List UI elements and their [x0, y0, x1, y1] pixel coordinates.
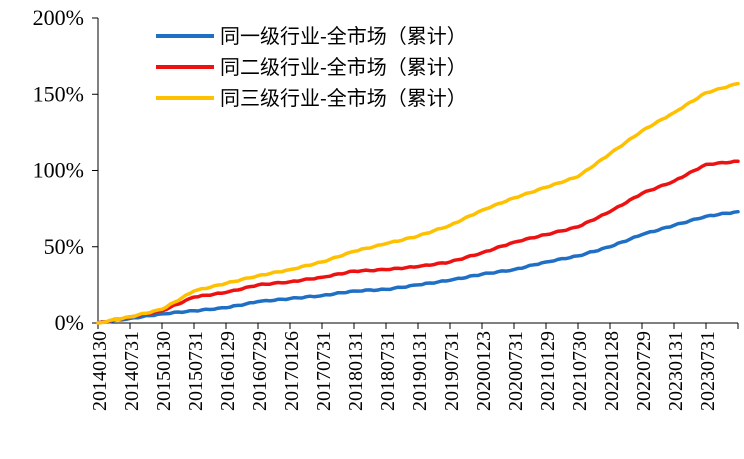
x-tick-label: 20150731 [185, 331, 207, 411]
legend-label-3: 同三级行业-全市场（累计） [220, 86, 467, 110]
x-tick-label: 20210730 [569, 331, 591, 411]
legend: 同一级行业-全市场（累计） 同二级行业-全市场（累计） 同三级行业-全市场（累计） [156, 24, 467, 110]
x-tick-label: 20180731 [377, 331, 399, 411]
x-tick-label: 20210129 [537, 331, 559, 411]
series-line-2 [96, 159, 740, 325]
x-tick-label: 20160729 [249, 331, 271, 411]
y-tick-label: 0% [55, 310, 84, 335]
x-axis: 20140130 20140731 20150130 20150731 20160129… [89, 322, 739, 411]
y-tick-label: 150% [33, 81, 84, 106]
x-tick-label: 20180131 [345, 331, 367, 411]
x-tick-label: 20200123 [473, 331, 495, 411]
x-tick-label: 20190131 [409, 331, 431, 411]
x-tick-label: 20140731 [121, 331, 143, 411]
series-line-3 [96, 81, 740, 325]
x-tick-label: 20220729 [633, 331, 655, 411]
x-tick-label: 20160129 [217, 331, 239, 411]
x-tick-label: 20190731 [441, 331, 463, 411]
series-lines [96, 81, 740, 325]
y-tick-label: 50% [44, 234, 84, 259]
x-tick-label: 20220128 [601, 331, 623, 411]
x-tick-label: 20230731 [697, 331, 719, 411]
x-tick-label: 20200731 [505, 331, 527, 411]
x-tick-label: 20140130 [89, 331, 111, 411]
x-tick-label: 20150130 [153, 331, 175, 411]
legend-label-2: 同二级行业-全市场（累计） [220, 55, 467, 79]
series-line-1 [96, 209, 740, 325]
y-tick-label: 200% [33, 5, 84, 30]
x-tick-label: 20170126 [281, 331, 303, 411]
x-tick-label: 20170731 [313, 331, 335, 411]
y-axis: 0% 50% 100% 150% 200% [33, 5, 99, 335]
x-tick-label: 20230131 [665, 331, 687, 411]
legend-label-1: 同一级行业-全市场（累计） [220, 24, 467, 48]
y-tick-label: 100% [33, 158, 84, 183]
